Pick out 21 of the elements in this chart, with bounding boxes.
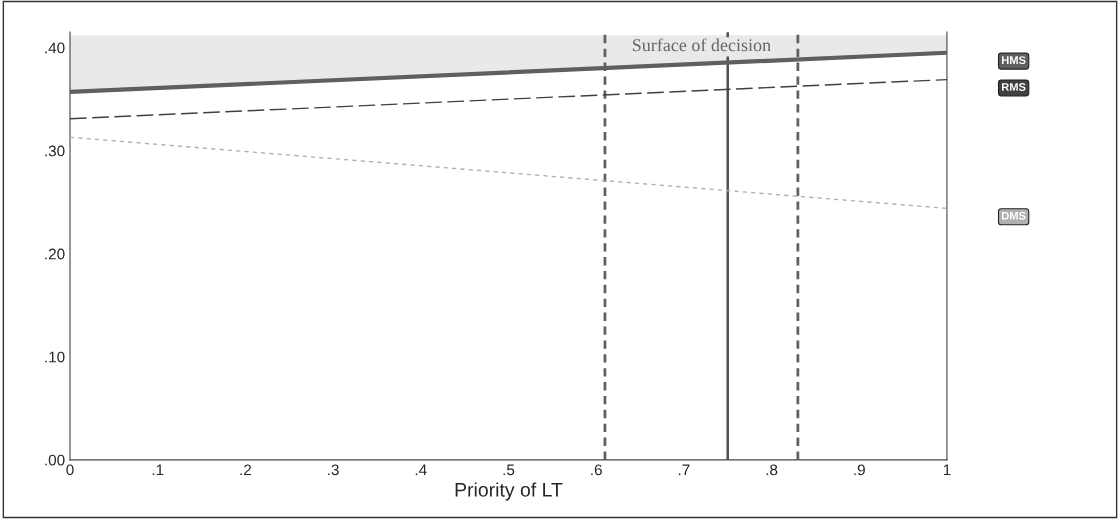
- y-tick-label: .30: [45, 145, 65, 157]
- x-axis-title: Priority of LT: [455, 482, 563, 501]
- x-tick-label: .9: [854, 464, 865, 476]
- y-tick-label: .10: [45, 351, 65, 363]
- x-tick-label: .6: [591, 464, 602, 476]
- x-tick-label: .7: [678, 464, 690, 476]
- y-tick-label: .00: [45, 454, 65, 466]
- x-tick-label: .2: [240, 464, 251, 476]
- annotation: Surface of decision: [632, 38, 771, 52]
- text: DMS: [1002, 211, 1026, 220]
- x-tick-label: .3: [328, 464, 339, 476]
- x-tick-label: .1: [152, 464, 164, 476]
- x-tick-label: .8: [766, 464, 778, 476]
- text: RMS: [1002, 83, 1026, 91]
- x-tick-label: .5: [503, 464, 515, 476]
- x-tick-label: .4: [415, 464, 427, 476]
- text: HMS: [1002, 56, 1026, 65]
- x-tick-label: 1: [943, 464, 951, 476]
- y-tick-label: .40: [45, 42, 65, 54]
- y-tick-label: .20: [45, 248, 65, 260]
- x-tick-label: 0: [66, 464, 74, 476]
